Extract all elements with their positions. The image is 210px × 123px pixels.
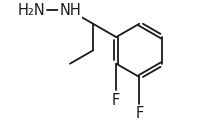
Text: F: F [135,106,143,121]
Text: H₂N: H₂N [18,3,46,18]
Text: NH: NH [59,3,81,18]
Text: F: F [112,93,120,108]
